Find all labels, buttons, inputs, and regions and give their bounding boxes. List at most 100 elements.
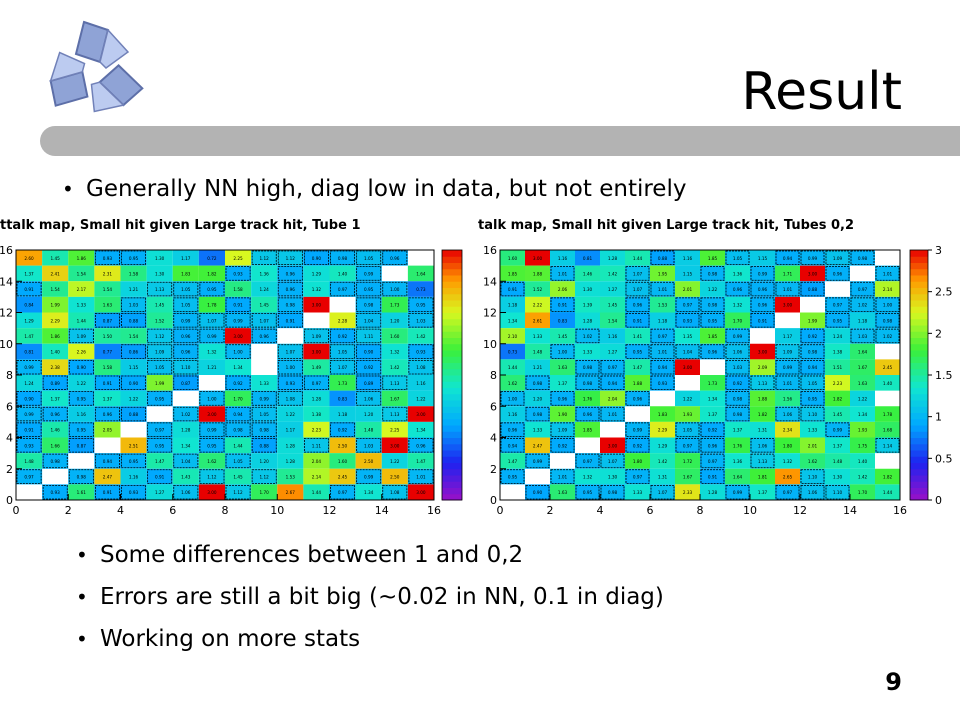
cell-label: 0.95 xyxy=(155,396,165,401)
heatmap-cell xyxy=(94,265,121,282)
heatmap-cell xyxy=(600,343,625,360)
heatmap-cell xyxy=(355,390,382,407)
colorbar-segment xyxy=(910,431,928,438)
cell-label: 1.33 xyxy=(533,428,543,433)
cell-label: 0.95 xyxy=(583,490,593,495)
cell-label: 2.04 xyxy=(312,459,322,464)
heatmap-cell xyxy=(800,484,825,500)
heatmap-cell xyxy=(42,359,69,375)
heatmap-cell xyxy=(251,421,278,438)
heatmap-cell xyxy=(225,390,252,407)
cell-label: 1.32 xyxy=(783,459,793,464)
heatmap-cell xyxy=(355,281,382,297)
cell-label: 1.06 xyxy=(181,490,191,495)
heatmap-cell xyxy=(251,390,278,407)
heatmap-cell xyxy=(700,453,725,469)
heatmap-cell xyxy=(172,375,199,391)
heatmap-cell xyxy=(700,406,725,422)
cell-label: 1.78 xyxy=(883,412,893,417)
heatmap-cell xyxy=(146,281,173,297)
cell-label: 1.17 xyxy=(286,428,296,433)
heatmap-cell xyxy=(407,312,434,329)
cell-label: 0.91 xyxy=(24,287,34,292)
heatmap-cell xyxy=(775,390,800,407)
colorbar-segment xyxy=(910,293,928,301)
cell-label: 0.94 xyxy=(808,365,818,370)
cell-label: 1.34 xyxy=(181,443,191,448)
cell-label: 1.27 xyxy=(608,287,618,292)
cell-label: 1.48 xyxy=(24,459,34,464)
cell-label: 1.11 xyxy=(364,334,374,339)
cell-outline xyxy=(303,375,329,391)
x-tick-label: 0 xyxy=(497,504,504,517)
heatmap-cell xyxy=(329,281,356,297)
cell-label: 1.00 xyxy=(558,350,568,355)
cell-label: 1.40 xyxy=(338,271,348,276)
cell-label: 0.94 xyxy=(103,459,113,464)
cell-label: 1.93 xyxy=(683,412,693,417)
heatmap-cell xyxy=(725,421,750,438)
heatmap-cell xyxy=(120,250,147,266)
cell-outline xyxy=(600,375,625,391)
cell-outline xyxy=(650,375,675,391)
heatmap-cell xyxy=(750,468,775,485)
cell-label: 1.37 xyxy=(51,396,61,401)
colorbar-segment xyxy=(910,362,928,370)
heatmap-cell xyxy=(650,296,675,313)
cell-outline xyxy=(303,438,329,453)
heatmap-cell xyxy=(407,390,434,407)
heatmap-cell xyxy=(500,296,525,313)
cell-label: 0.88 xyxy=(129,412,139,417)
cell-label: 0.77 xyxy=(103,350,113,355)
colorbar-segment xyxy=(442,325,462,332)
heatmap-cell xyxy=(94,468,121,485)
cell-label: 1.33 xyxy=(260,381,270,386)
cell-outline xyxy=(251,438,277,453)
cell-label: 1.34 xyxy=(858,412,868,417)
cell-label: 0.96 xyxy=(181,350,191,355)
colorbar-segment xyxy=(442,406,462,413)
cell-label: 1.62 xyxy=(508,381,518,386)
cell-outline xyxy=(225,484,251,500)
cell-outline xyxy=(700,313,725,328)
cell-label: 1.67 xyxy=(683,475,693,480)
cell-label: 1.12 xyxy=(207,475,217,480)
heatmap-cell xyxy=(172,453,199,469)
heatmap-cell xyxy=(600,328,625,344)
cell-outline xyxy=(330,250,356,266)
heatmap-cell xyxy=(94,375,121,391)
cell-outline xyxy=(277,266,303,281)
colorbar-tick-label: 3 xyxy=(935,244,942,257)
cell-label: 0.90 xyxy=(129,381,139,386)
cell-label: 0.97 xyxy=(858,287,868,292)
heatmap-cell xyxy=(277,484,304,500)
cell-label: 1.37 xyxy=(558,381,568,386)
cell-label: 0.95 xyxy=(808,396,818,401)
cell-outline xyxy=(725,406,750,422)
heatmap-cell xyxy=(355,328,382,344)
cell-label: 1.85 xyxy=(583,428,593,433)
cell-label: 1.40 xyxy=(51,350,61,355)
heatmap-cell xyxy=(700,468,725,485)
cell-outline xyxy=(94,375,120,391)
colorbar-segment xyxy=(442,381,462,388)
cell-label: 1.05 xyxy=(260,412,270,417)
cell-label: 1.95 xyxy=(658,271,668,276)
heatmap-cell xyxy=(600,484,625,500)
heatmap-cell xyxy=(500,375,525,391)
heatmap-cell xyxy=(550,421,575,438)
heatmap-cell xyxy=(198,484,225,500)
heatmap-cell xyxy=(251,453,278,469)
cell-label: 0.96 xyxy=(390,256,400,261)
cell-label: 0.91 xyxy=(558,303,568,308)
heatmap-cell xyxy=(650,421,675,438)
heatmap-cell xyxy=(750,281,775,297)
bullet-dot: • xyxy=(76,585,88,609)
heatmap-cell xyxy=(750,390,775,407)
cell-label: 3.00 xyxy=(207,412,217,417)
heatmap-cell xyxy=(800,281,825,297)
cell-label: 1.33 xyxy=(583,350,593,355)
cell-label: 0.90 xyxy=(312,256,322,261)
heatmap-cell xyxy=(550,359,575,375)
cell-label: 0.91 xyxy=(708,475,718,480)
